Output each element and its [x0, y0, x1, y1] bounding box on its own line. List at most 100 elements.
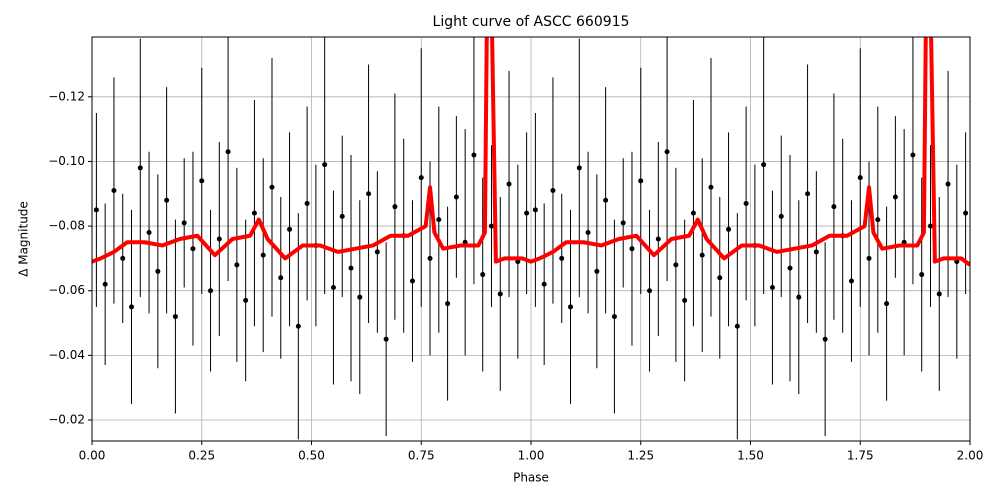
y-axis-label: Δ Magnitude — [17, 201, 31, 277]
data-point — [225, 149, 231, 155]
data-point — [936, 291, 942, 297]
data-point — [488, 223, 494, 229]
y-tick-label: −0.02 — [48, 412, 85, 426]
data-point — [111, 188, 117, 194]
data-point — [172, 314, 178, 320]
data-point — [181, 220, 187, 226]
y-tick-label: −0.08 — [48, 219, 85, 233]
data-point — [664, 149, 670, 155]
x-tick-label: 2.00 — [957, 449, 984, 463]
plot-area — [92, 37, 970, 440]
data-point — [638, 178, 644, 184]
data-point — [541, 281, 547, 287]
x-tick-label: 0.25 — [188, 449, 215, 463]
data-point — [919, 272, 925, 278]
data-point — [778, 213, 784, 219]
data-point — [585, 230, 591, 236]
data-point — [734, 323, 740, 329]
data-point — [278, 275, 284, 281]
data-point — [524, 210, 530, 216]
data-point — [383, 336, 389, 342]
data-point — [813, 249, 819, 255]
data-point — [690, 210, 696, 216]
data-point — [682, 297, 688, 303]
data-point — [629, 246, 635, 252]
data-point — [550, 188, 556, 194]
data-point — [146, 230, 152, 236]
x-tick-label: 0.75 — [408, 449, 435, 463]
data-point — [330, 284, 336, 290]
data-point — [348, 265, 354, 271]
data-point — [910, 152, 916, 158]
data-point — [366, 191, 372, 197]
data-point — [726, 226, 732, 232]
data-point — [102, 281, 108, 287]
data-point — [357, 294, 363, 300]
data-point — [471, 152, 477, 158]
data-point — [418, 175, 424, 181]
data-point — [445, 301, 451, 307]
data-point — [129, 304, 135, 310]
y-tick-label: −0.06 — [48, 283, 85, 297]
data-point — [611, 314, 617, 320]
y-tick-label: −0.04 — [48, 348, 85, 362]
data-point — [93, 207, 99, 213]
data-point — [559, 255, 565, 261]
data-point — [927, 223, 933, 229]
data-point — [164, 197, 170, 203]
data-point — [787, 265, 793, 271]
data-point — [208, 288, 214, 294]
data-point — [743, 200, 749, 206]
data-point — [304, 200, 310, 206]
data-point — [717, 275, 723, 281]
data-point — [822, 336, 828, 342]
data-point — [199, 178, 205, 184]
data-point — [884, 301, 890, 307]
data-point — [796, 294, 802, 300]
data-point — [532, 207, 538, 213]
x-tick-label: 1.50 — [737, 449, 764, 463]
data-point — [699, 252, 705, 258]
data-point — [216, 236, 222, 242]
x-tick-label: 0.00 — [79, 449, 106, 463]
y-tick-label: −0.10 — [48, 154, 85, 168]
data-point — [190, 246, 196, 252]
x-tick-label: 0.50 — [298, 449, 325, 463]
data-point — [295, 323, 301, 329]
data-point — [269, 184, 275, 190]
data-point — [480, 272, 486, 278]
data-point — [392, 204, 398, 210]
data-point — [620, 220, 626, 226]
data-point — [866, 255, 872, 261]
data-point — [234, 262, 240, 268]
x-tick-label: 1.75 — [847, 449, 874, 463]
data-point — [453, 194, 459, 200]
data-point — [260, 252, 266, 258]
data-point — [848, 278, 854, 284]
data-point — [251, 210, 257, 216]
x-axis-label: Phase — [513, 471, 549, 485]
data-point — [647, 288, 653, 294]
data-point — [769, 284, 775, 290]
x-tick-label: 1.25 — [627, 449, 654, 463]
data-point — [875, 217, 881, 223]
data-point — [673, 262, 679, 268]
data-point — [761, 162, 767, 168]
trend-line — [92, 37, 970, 267]
data-point — [374, 249, 380, 255]
data-point — [892, 194, 898, 200]
data-point — [568, 304, 574, 310]
data-point — [427, 255, 433, 261]
data-point — [322, 162, 328, 168]
data-point — [963, 210, 969, 216]
data-point — [655, 236, 661, 242]
data-point — [945, 181, 951, 187]
data-point — [576, 165, 582, 171]
data-point — [506, 181, 512, 187]
data-point — [120, 255, 126, 261]
data-point — [831, 204, 837, 210]
data-point — [409, 278, 415, 284]
data-point — [339, 213, 345, 219]
data-point — [436, 217, 442, 223]
